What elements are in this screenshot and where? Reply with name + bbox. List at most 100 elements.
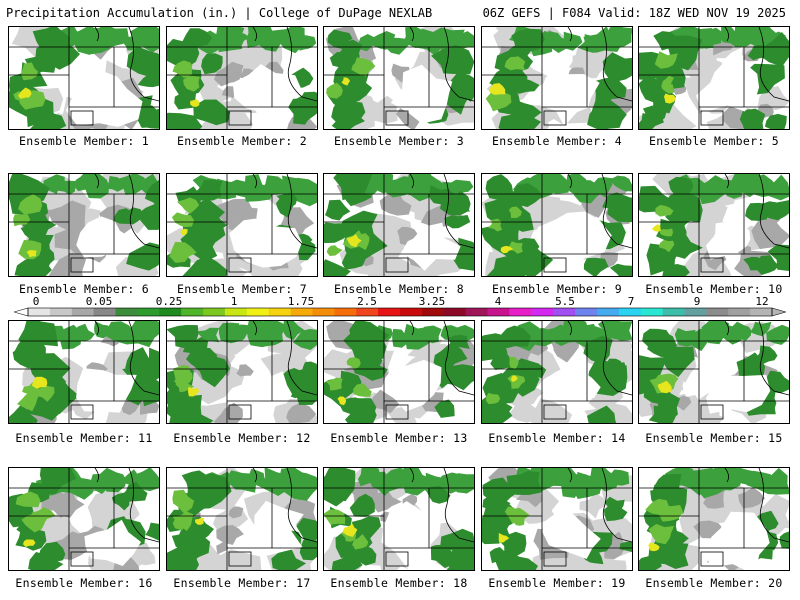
colorbar-swatch <box>750 308 773 316</box>
ensemble-member-label: Ensemble Member: 2 <box>176 134 308 148</box>
colorbar-swatch <box>159 308 182 316</box>
colorbar-tick-label: 0.25 <box>155 295 183 308</box>
ensemble-member-map <box>8 320 160 424</box>
map-title: Precipitation Accumulation (in.) | Colle… <box>6 6 433 20</box>
ensemble-member-label: Ensemble Member: 9 <box>491 282 623 296</box>
ensemble-member-map <box>8 467 160 571</box>
colorbar-swatch <box>246 308 270 316</box>
precip-map-icon <box>324 468 474 570</box>
precip-map-icon <box>167 321 317 423</box>
colorbar-swatch <box>421 308 445 316</box>
ensemble-member-map <box>166 26 318 130</box>
ensemble-member-label: Ensemble Member: 13 <box>330 431 468 445</box>
precip-map-icon <box>9 321 159 423</box>
colorbar-tick-label: 5.5 <box>555 295 575 308</box>
colorbar-swatch <box>93 308 116 316</box>
ensemble-member-label: Ensemble Member: 6 <box>18 282 150 296</box>
colorbar-swatch <box>268 308 292 316</box>
colorbar: 0 0.05 0.25 1 1.75 2.5 3.25 4 5.5 7 9 12 <box>14 296 786 320</box>
colorbar-swatch <box>28 308 51 316</box>
ensemble-member-map <box>166 467 318 571</box>
colorbar-tick-label: 9 <box>693 295 701 308</box>
ensemble-member-map <box>481 467 633 571</box>
precip-map-icon <box>167 468 317 570</box>
colorbar-swatch <box>378 308 401 316</box>
ensemble-member-map <box>323 467 475 571</box>
colorbar-swatch <box>465 308 488 316</box>
colorbar-scale <box>14 307 786 317</box>
ensemble-member-label: Ensemble Member: 3 <box>333 134 465 148</box>
ensemble-member-map <box>638 320 790 424</box>
ensemble-member-map <box>638 467 790 571</box>
colorbar-swatch <box>553 308 576 316</box>
precip-map-icon <box>9 174 159 276</box>
colorbar-swatch <box>596 308 620 316</box>
colorbar-swatch <box>115 308 138 316</box>
colorbar-swatch <box>509 308 532 316</box>
colorbar-swatch <box>618 308 642 316</box>
colorbar-swatch <box>575 308 598 316</box>
ensemble-member-label: Ensemble Member: 18 <box>330 576 468 590</box>
colorbar-swatch <box>443 308 467 316</box>
colorbar-swatch <box>356 308 379 316</box>
ensemble-member-map <box>323 26 475 130</box>
precip-map-icon <box>167 174 317 276</box>
colorbar-swatch <box>203 308 226 316</box>
colorbar-swatch <box>400 308 423 316</box>
precip-map-icon <box>9 27 159 129</box>
colorbar-swatch <box>137 308 160 316</box>
colorbar-swatch <box>728 308 751 316</box>
ensemble-member-label: Ensemble Member: 11 <box>15 431 153 445</box>
ensemble-member-label: Ensemble Member: 12 <box>173 431 311 445</box>
colorbar-tick-label: 1.75 <box>287 295 315 308</box>
precip-map-icon <box>639 27 789 129</box>
colorbar-swatch <box>49 308 73 316</box>
precip-map-icon <box>482 321 632 423</box>
ensemble-member-label: Ensemble Member: 15 <box>645 431 783 445</box>
ensemble-member-map <box>166 173 318 277</box>
colorbar-tick-label: 4 <box>494 295 502 308</box>
colorbar-tick-label: 1 <box>230 295 238 308</box>
ensemble-member-label: Ensemble Member: 8 <box>333 282 465 296</box>
colorbar-swatch <box>312 308 335 316</box>
colorbar-swatch <box>662 308 685 316</box>
colorbar-swatch <box>706 308 729 316</box>
colorbar-swatch <box>487 308 510 316</box>
ensemble-member-map <box>638 26 790 130</box>
colorbar-swatch <box>531 308 554 316</box>
ensemble-member-map <box>323 320 475 424</box>
ensemble-member-map <box>481 320 633 424</box>
precip-map-icon <box>324 321 474 423</box>
colorbar-tick-label: 0.05 <box>85 295 113 308</box>
ensemble-member-label: Ensemble Member: 4 <box>491 134 623 148</box>
colorbar-tick-label: 12 <box>755 295 769 308</box>
colorbar-tick-label: 3.25 <box>418 295 446 308</box>
precip-map-icon <box>167 27 317 129</box>
precip-map-icon <box>482 174 632 276</box>
ensemble-member-map <box>481 26 633 130</box>
ensemble-member-label: Ensemble Member: 14 <box>488 431 626 445</box>
model-valid-time: 06Z GEFS | F084 Valid: 18Z WED NOV 19 20… <box>482 6 786 20</box>
colorbar-tick-label: 2.5 <box>357 295 377 308</box>
precip-map-icon <box>9 468 159 570</box>
colorbar-swatch <box>334 308 357 316</box>
ensemble-member-label: Ensemble Member: 1 <box>18 134 150 148</box>
precip-map-icon <box>639 174 789 276</box>
colorbar-swatch <box>684 308 707 316</box>
ensemble-member-map <box>638 173 790 277</box>
ensemble-member-label: Ensemble Member: 16 <box>15 576 153 590</box>
ensemble-member-label: Ensemble Member: 5 <box>648 134 780 148</box>
colorbar-swatch <box>224 308 248 316</box>
colorbar-swatch <box>181 308 204 316</box>
ensemble-member-map <box>8 173 160 277</box>
precip-map-icon <box>639 321 789 423</box>
precip-map-icon <box>639 468 789 570</box>
colorbar-tick-label: 7 <box>627 295 635 308</box>
colorbar-tick-label: 0 <box>32 295 40 308</box>
precip-map-icon <box>482 468 632 570</box>
ensemble-member-label: Ensemble Member: 17 <box>173 576 311 590</box>
ensemble-member-label: Ensemble Member: 10 <box>645 282 783 296</box>
precip-map-icon <box>324 174 474 276</box>
ensemble-member-label: Ensemble Member: 20 <box>645 576 783 590</box>
colorbar-swatch <box>290 308 313 316</box>
